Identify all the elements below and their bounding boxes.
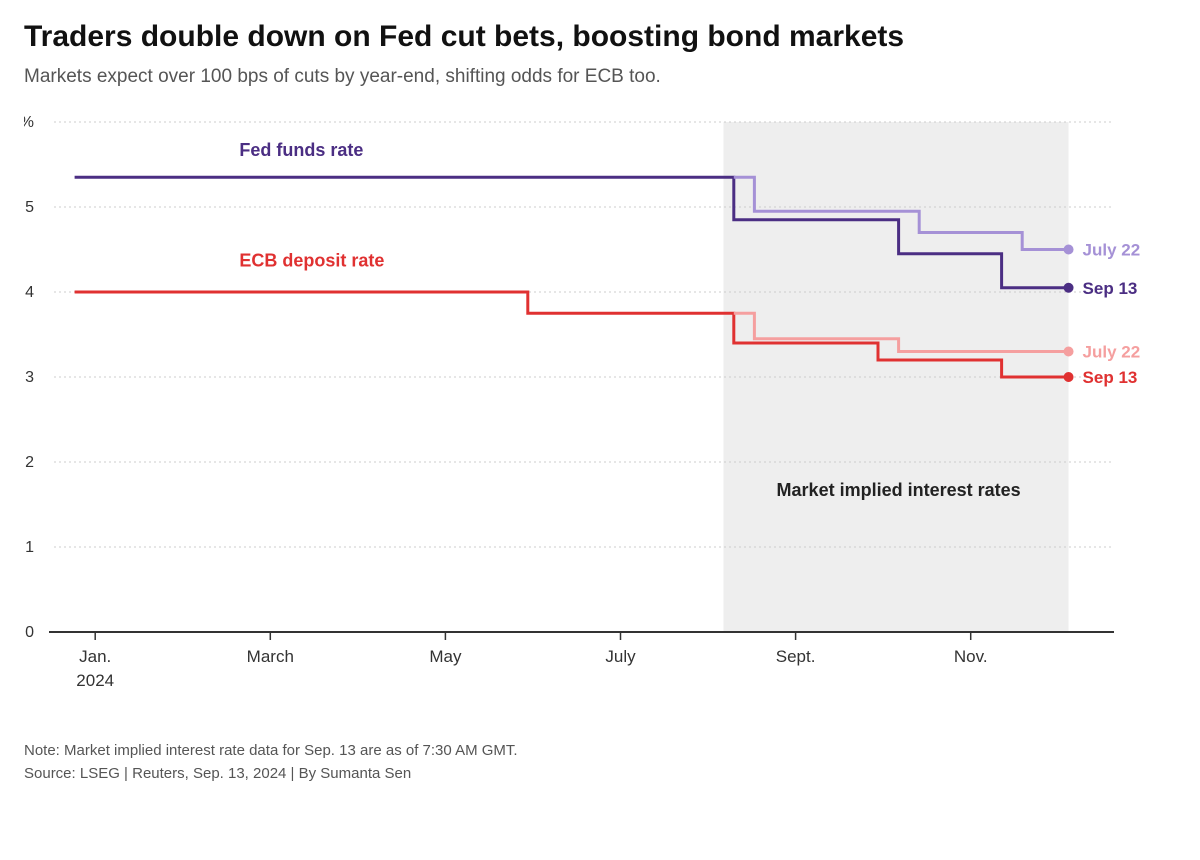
x-axis-label: Sept.	[776, 647, 816, 666]
y-axis-label: 6%	[24, 114, 34, 131]
series-label-ecb-sep13: ECB deposit rate	[239, 251, 384, 271]
y-axis-label: 0	[25, 624, 34, 641]
chart-footnote: Note: Market implied interest rate data …	[24, 740, 1176, 785]
end-marker-ecb-sep13	[1064, 372, 1074, 382]
end-marker-fed-jul22	[1064, 245, 1074, 255]
x-axis-label: Jan.	[79, 647, 111, 666]
end-label-ecb-jul22: July 22	[1083, 343, 1141, 362]
y-axis-label: 1	[25, 539, 34, 556]
footnote-source: Source: LSEG | Reuters, Sep. 13, 2024 | …	[24, 763, 1176, 786]
x-axis-sublabel: 2024	[76, 671, 114, 690]
x-axis-label: Nov.	[954, 647, 988, 666]
end-marker-ecb-jul22	[1064, 347, 1074, 357]
footnote-note: Note: Market implied interest rate data …	[24, 740, 1176, 763]
y-axis-label: 5	[25, 199, 34, 216]
y-axis-label: 3	[25, 369, 34, 386]
end-label-fed-sep13: Sep 13	[1083, 279, 1138, 298]
series-label-fed-sep13: Fed funds rate	[239, 140, 363, 160]
annotation-text: Market implied interest rates	[777, 480, 1021, 500]
end-label-fed-jul22: July 22	[1083, 241, 1141, 260]
chart-svg: 0 1 2 3 4 5 6% Jan. 2024 March May July Sept. Nov. Fed…	[24, 112, 1174, 712]
end-label-ecb-sep13: Sep 13	[1083, 368, 1138, 387]
chart-container: 0 1 2 3 4 5 6% Jan. 2024 March May July Sept. Nov. Fed…	[24, 112, 1174, 712]
chart-title: Traders double down on Fed cut bets, boo…	[24, 20, 1176, 54]
end-marker-fed-sep13	[1064, 283, 1074, 293]
y-axis-label: 2	[25, 454, 34, 471]
x-axis-label: March	[247, 647, 294, 666]
x-axis-label: July	[605, 647, 636, 666]
x-axis-label: May	[429, 647, 462, 666]
chart-subtitle: Markets expect over 100 bps of cuts by y…	[24, 66, 1176, 88]
y-axis-label: 4	[25, 284, 34, 301]
